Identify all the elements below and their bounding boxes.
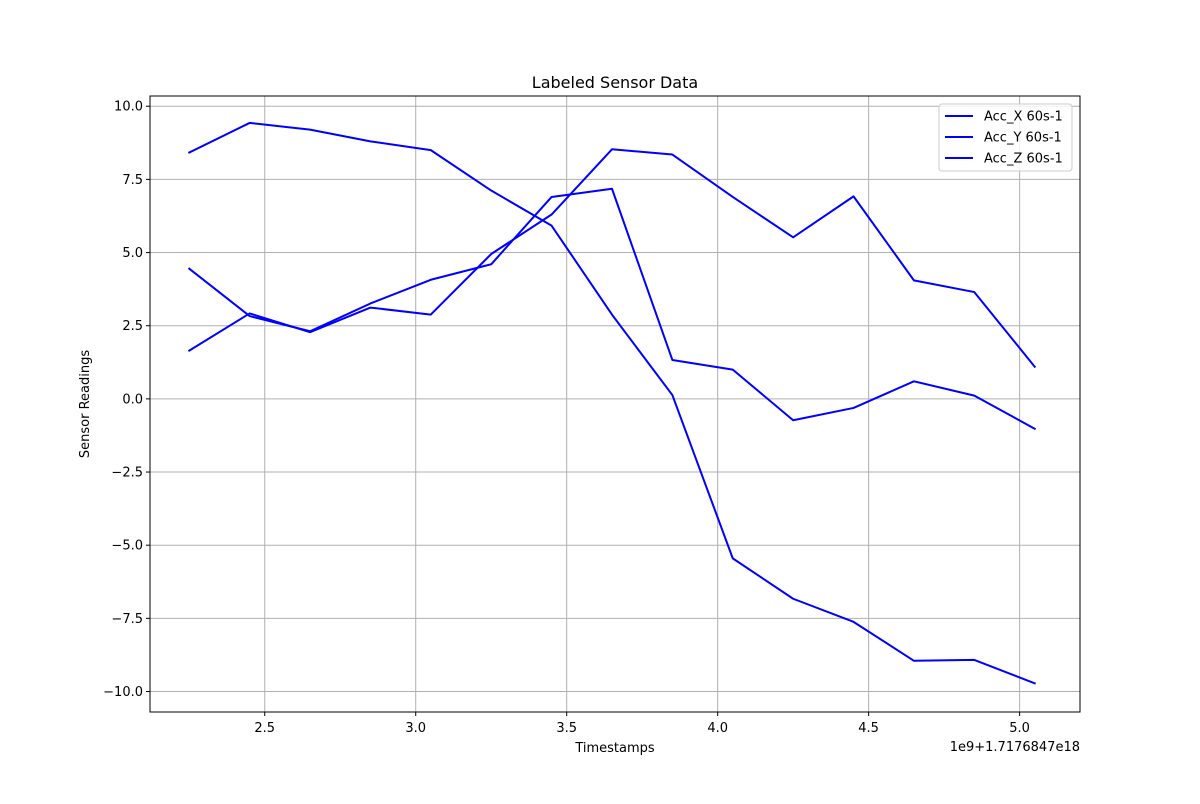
y-tick-label: −10.0 (103, 685, 143, 700)
legend-label: Acc_Z 60s-1 (984, 152, 1063, 167)
plot-area-frame (149, 95, 1081, 713)
x-tick-label: 4.5 (858, 721, 879, 736)
legend-items: Acc_X 60s-1 Acc_Y 60s-1 Acc_Z 60s-1 (945, 110, 1063, 167)
series-line-acc-y-60s-1 (187, 121, 1037, 685)
y-tick-label: 2.5 (122, 319, 143, 334)
x-axis-title: Timestamps (574, 741, 655, 756)
y-tick-label: −7.5 (111, 612, 143, 627)
series-line-acc-x-60s-1 (187, 187, 1037, 431)
axis-ticks: 2.5 3.0 3.5 4.0 4.5 5.0 10.0 7.5 5.0 2.5 0.0 −2.5 −5… (103, 100, 1030, 736)
x-tick-label: 2.5 (254, 721, 275, 736)
y-tick-label: −2.5 (111, 466, 143, 481)
legend-label: Acc_X 60s-1 (984, 110, 1063, 125)
y-tick-label: −5.0 (111, 539, 143, 554)
x-tick-label: 5.0 (1009, 721, 1030, 736)
grid (150, 96, 1080, 712)
y-tick-label: 7.5 (122, 173, 143, 188)
y-tick-label: 0.0 (122, 392, 143, 407)
y-tick-label: 10.0 (114, 100, 143, 115)
series-line-acc-z-60s-1 (187, 148, 1037, 369)
x-tick-label: 3.0 (405, 721, 426, 736)
series-lines (187, 121, 1037, 685)
legend-box (938, 103, 1073, 172)
chart-title: Labeled Sensor Data (532, 73, 698, 92)
legend: Acc_X 60s-1 Acc_Y 60s-1 Acc_Z 60s-1 (938, 103, 1073, 172)
y-tick-label: 5.0 (122, 246, 143, 261)
legend-label: Acc_Y 60s-1 (984, 131, 1062, 146)
y-axis-title: Sensor Readings (78, 350, 93, 458)
x-tick-label: 3.5 (556, 721, 577, 736)
x-axis-offset-label: 1e9+1.7176847e18 (950, 740, 1080, 755)
x-tick-label: 4.0 (707, 721, 728, 736)
